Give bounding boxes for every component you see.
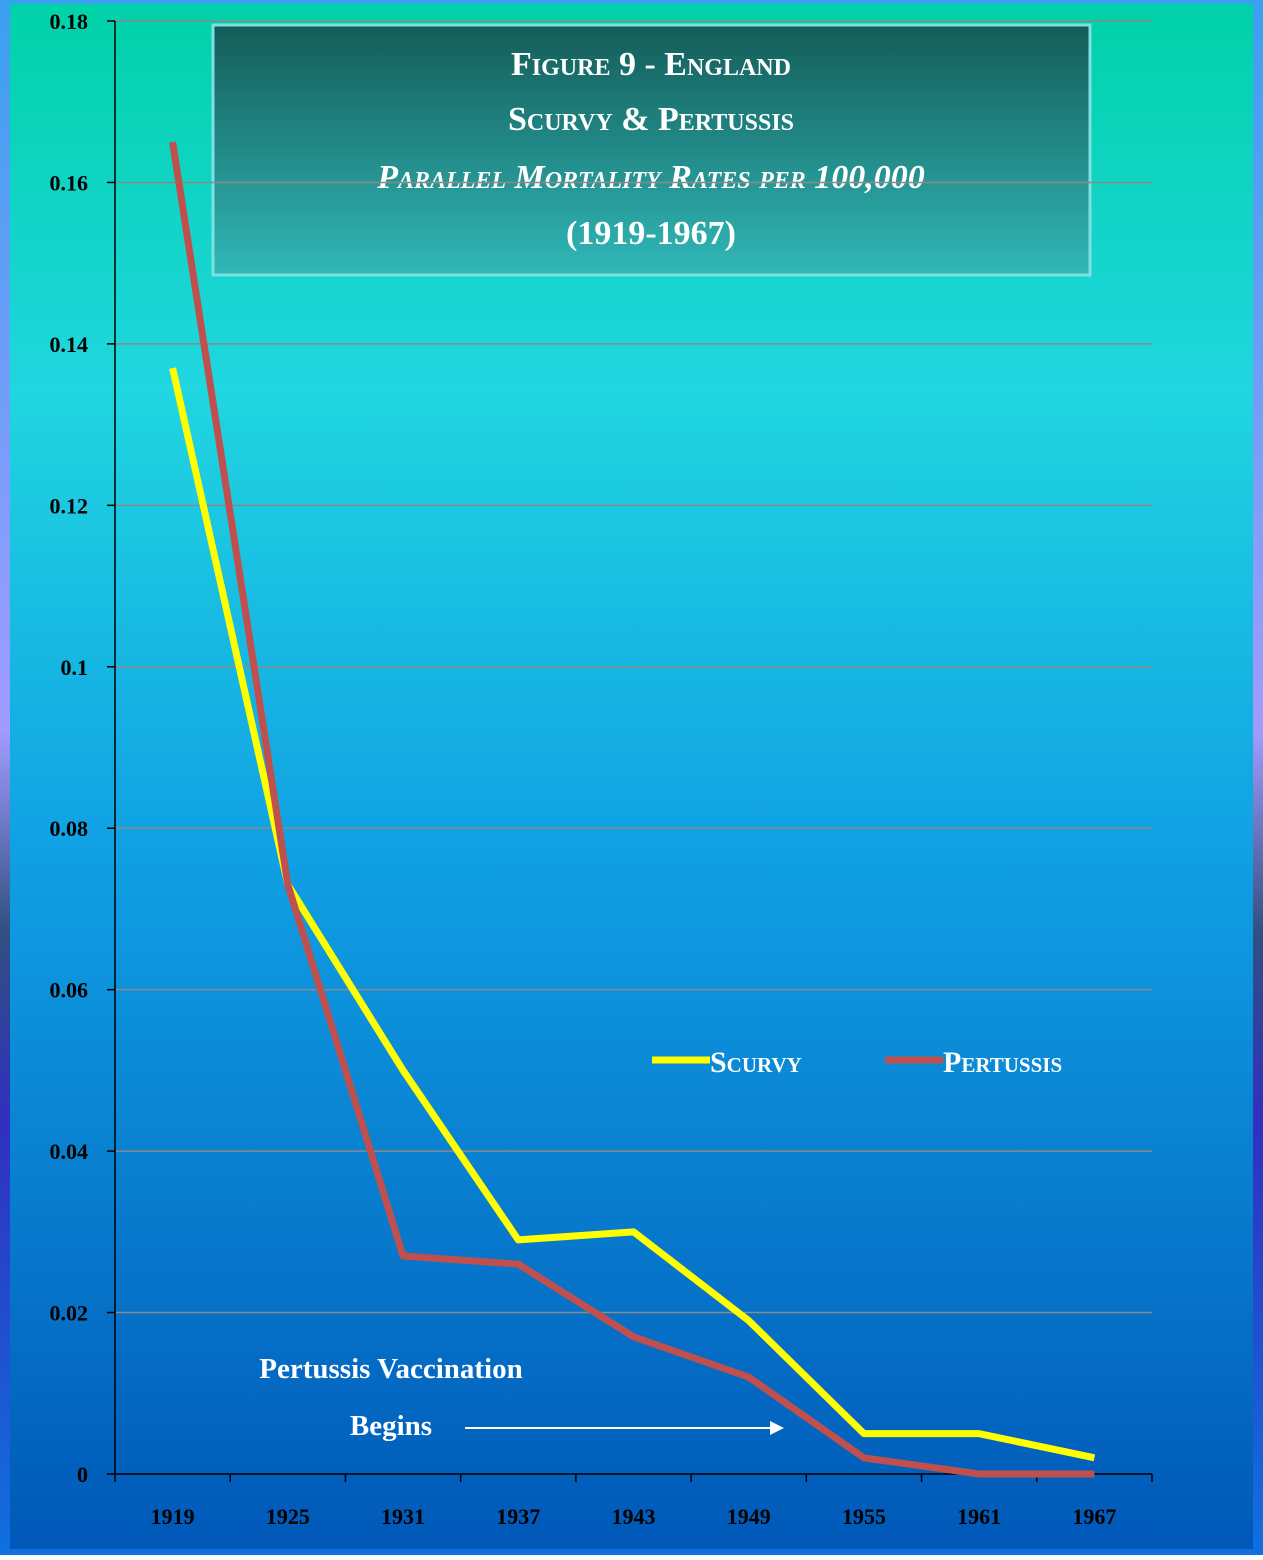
x-tick-label: 1943 xyxy=(612,1504,656,1529)
x-tick-label: 1961 xyxy=(957,1504,1001,1529)
y-tick-label: 0.1 xyxy=(61,655,89,680)
legend-label: Pertussis xyxy=(943,1046,1062,1079)
x-tick-label: 1949 xyxy=(727,1504,771,1529)
y-tick-label: 0.18 xyxy=(50,9,89,34)
chart-title: Figure 9 - England xyxy=(511,46,791,83)
annotation-arrowhead xyxy=(770,1421,784,1435)
x-tick-label: 1931 xyxy=(381,1504,425,1529)
x-tick-label: 1925 xyxy=(266,1504,310,1529)
x-tick-label: 1967 xyxy=(1072,1504,1116,1529)
annotation: Begins xyxy=(350,1410,432,1442)
series-line xyxy=(169,141,1095,1478)
y-tick-label: 0.02 xyxy=(50,1301,89,1326)
y-tick-label: 0.06 xyxy=(50,978,89,1003)
x-tick-label: 1937 xyxy=(496,1504,540,1529)
title-box xyxy=(211,23,1092,277)
y-tick-label: 0 xyxy=(77,1462,88,1487)
chart-period: (1919-1967) xyxy=(566,215,736,252)
chart-title: Scurvy & Pertussis xyxy=(508,101,794,138)
y-tick-label: 0.14 xyxy=(50,332,89,357)
x-tick-label: 1919 xyxy=(151,1504,195,1529)
y-tick-label: 0.04 xyxy=(50,1139,89,1164)
y-tick-label: 0.16 xyxy=(50,170,89,195)
series-line xyxy=(169,367,1096,1462)
chart-subtitle: Parallel Mortality Rates per 100,000 xyxy=(376,159,925,196)
legend-label: Scurvy xyxy=(710,1046,802,1079)
annotation: Pertussis Vaccination xyxy=(259,1353,522,1385)
y-tick-label: 0.08 xyxy=(50,816,89,841)
x-tick-label: 1955 xyxy=(842,1504,886,1529)
y-tick-label: 0.12 xyxy=(50,493,89,518)
